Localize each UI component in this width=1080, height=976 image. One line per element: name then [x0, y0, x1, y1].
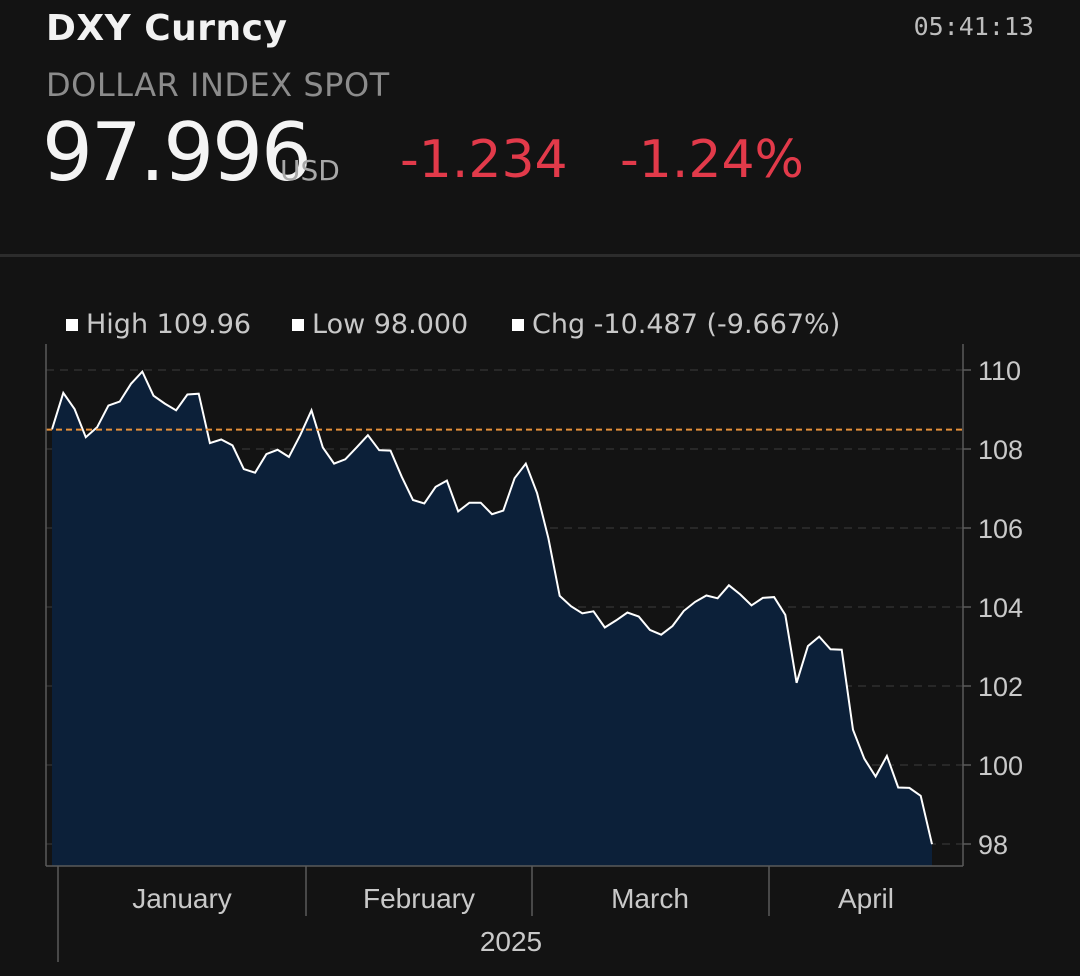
y-tick-label: 106 — [978, 514, 1023, 544]
y-tick-label: 100 — [978, 751, 1023, 781]
legend-chg-marker — [512, 318, 524, 331]
legend-low-label: Low 98.000 — [312, 309, 469, 340]
y-tick-label: 98 — [978, 830, 1008, 860]
x-tick-label: April — [838, 883, 894, 914]
ticker-symbol[interactable]: DXY Curncy — [46, 8, 288, 49]
legend-low-marker — [292, 318, 304, 331]
header-divider — [0, 254, 1080, 257]
x-tick-label: March — [611, 883, 689, 914]
x-tick-label: February — [363, 883, 475, 914]
chart-axes — [45, 344, 964, 867]
y-tick-label: 102 — [978, 672, 1023, 702]
y-axis-ticks: 110 108 106 104 102 100 98 — [963, 356, 1023, 860]
legend-low: Low 98.000 — [292, 309, 468, 340]
x-tick-label: January — [132, 883, 232, 914]
currency-label: USD — [280, 154, 340, 187]
quote-header: DXY Curncy 05:41:13 DOLLAR INDEX SPOT 97… — [0, 0, 1080, 258]
x-axis-ticks: January February March April — [57, 866, 894, 962]
y-tick-label: 108 — [978, 435, 1023, 465]
price-chart[interactable]: 110 108 106 104 102 100 98 January February Marc… — [0, 340, 1080, 976]
price-area — [52, 371, 932, 866]
legend-chg-label: Chg -10.487 (-9.667%) — [532, 309, 841, 340]
security-name: DOLLAR INDEX SPOT — [46, 66, 390, 104]
year-label: 2025 — [480, 926, 542, 957]
chart-legend: High 109.96 Low 98.000 Chg -10.487 (-9.6… — [0, 309, 1080, 349]
timestamp: 05:41:13 — [913, 12, 1034, 41]
legend-high-marker — [66, 318, 78, 331]
legend-high: High 109.96 — [66, 309, 251, 340]
legend-chg: Chg -10.487 (-9.667%) — [512, 309, 840, 340]
price-line — [51, 369, 933, 845]
legend-high-label: High 109.96 — [86, 309, 252, 340]
y-tick-label: 110 — [978, 356, 1021, 386]
percent-change: -1.24% — [620, 130, 804, 190]
last-price: 97.996 — [42, 106, 312, 199]
y-tick-label: 104 — [978, 593, 1023, 623]
net-change: -1.234 — [400, 130, 568, 190]
